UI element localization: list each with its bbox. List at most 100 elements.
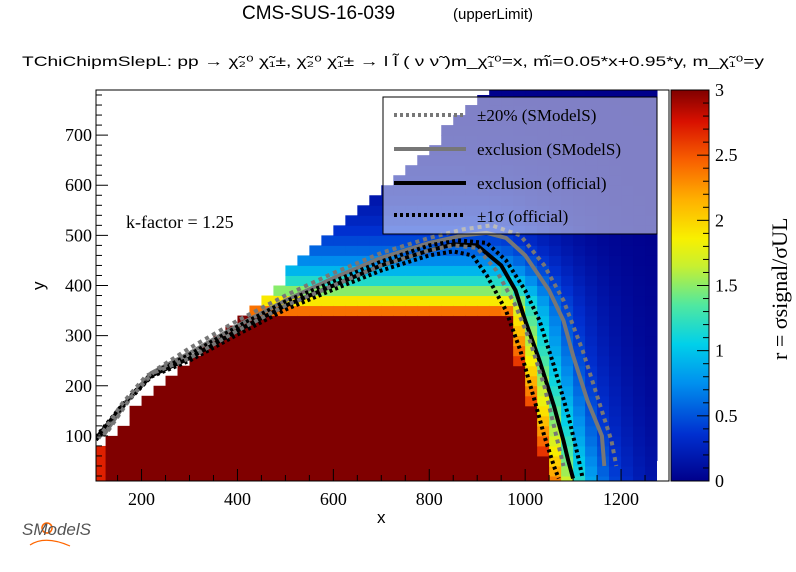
heatmap-cell [609,385,622,397]
heatmap-cell [153,455,167,467]
heatmap-cell [525,405,538,417]
heatmap-cell [489,245,502,256]
heatmap-cell [285,385,298,397]
heatmap-cell [501,425,514,437]
heatmap-cell [561,425,574,437]
heatmap-cell [177,375,191,387]
heatmap-cell [441,345,454,357]
heatmap-cell [297,275,310,286]
heatmap-cell [405,385,418,397]
heatmap-cell [429,435,442,447]
heatmap-cell [429,415,442,427]
heatmap-cell [345,335,358,347]
heatmap-cell [225,475,238,481]
heatmap-cell [393,335,406,347]
heatmap-cell [621,265,634,276]
x-tick-label: 800 [416,489,443,509]
heatmap-cell [537,435,550,447]
heatmap-cell [309,435,322,447]
heatmap-cell [633,345,646,357]
heatmap-cell [237,385,250,397]
heatmap-cell [513,265,526,276]
heatmap-cell [429,445,442,457]
heatmap-cell [165,455,179,467]
heatmap-cell [465,425,478,437]
heatmap-cell [345,435,358,447]
heatmap-cell [261,345,274,357]
heatmap-cell [309,445,322,457]
heatmap-cell [261,395,274,407]
heatmap-cell [477,395,490,407]
heatmap-cell [105,445,119,457]
heatmap-cell [309,425,322,437]
heatmap-cell [549,325,562,337]
heatmap-cell [609,235,622,246]
heatmap-cell [573,415,586,427]
heatmap-cell [585,305,598,317]
heatmap-cell [297,335,310,347]
heatmap-cell [633,455,646,467]
heatmap-cell [645,475,658,481]
heatmap-cell [609,255,622,266]
x-tick-label: 200 [128,489,155,509]
heatmap-cell [417,275,430,286]
heatmap-cell [417,375,430,387]
heatmap-cell [405,315,418,327]
k-factor-annotation: k-factor = 1.25 [126,212,234,232]
heatmap-cell [621,315,634,327]
heatmap-cell [285,275,298,286]
heatmap-cell [381,275,394,286]
heatmap-cell [621,425,634,437]
heatmap-cell [441,425,454,437]
heatmap-cell [633,395,646,407]
heatmap-cell [357,425,370,437]
heatmap-cell [441,325,454,337]
heatmap-cell [441,415,454,427]
z-tick-label: 2.5 [715,145,738,165]
heatmap-cell [573,255,586,266]
heatmap-cell [333,225,346,236]
heatmap-cell [345,355,358,367]
heatmap-cell [489,355,502,367]
heatmap-cell [417,335,430,347]
heatmap-cell [393,435,406,447]
heatmap-cell [261,425,274,437]
heatmap-cell [117,475,131,481]
heatmap-cell [417,355,430,367]
heatmap-cell [225,465,238,477]
heatmap-cell [573,265,586,276]
heatmap-cell [549,465,562,477]
heatmap-cell [345,315,358,327]
heatmap-cell [273,365,286,377]
heatmap-cell [417,315,430,327]
heatmap-cell [285,355,298,367]
heatmap-cell [633,285,646,297]
heatmap-cell [405,235,418,246]
heatmap-cell [321,425,334,437]
heatmap-cell [321,285,334,297]
heatmap-cell [261,325,274,337]
heatmap-cell [333,315,346,327]
heatmap-cell [321,445,334,457]
x-axis-label: x [377,508,386,527]
heatmap-cell [525,365,538,377]
heatmap-cell [381,235,394,246]
heatmap-cell [441,295,454,307]
heatmap-cell [537,385,550,397]
heatmap-cell [357,245,370,256]
heatmap-cell [297,355,310,367]
heatmap-cell [345,235,358,246]
heatmap-cell [345,345,358,357]
heatmap-cell [537,415,550,427]
heatmap-cell [453,365,466,377]
heatmap-cell [645,235,658,246]
heatmap-cell [489,425,502,437]
heatmap-cell [321,295,334,307]
heatmap-cell [285,325,298,337]
heatmap-cell [441,475,454,481]
heatmap-cell [297,475,310,481]
heatmap-cell [273,455,286,467]
heatmap-cell [189,455,202,467]
heatmap-cell [369,285,382,297]
heatmap-cell [585,275,598,286]
